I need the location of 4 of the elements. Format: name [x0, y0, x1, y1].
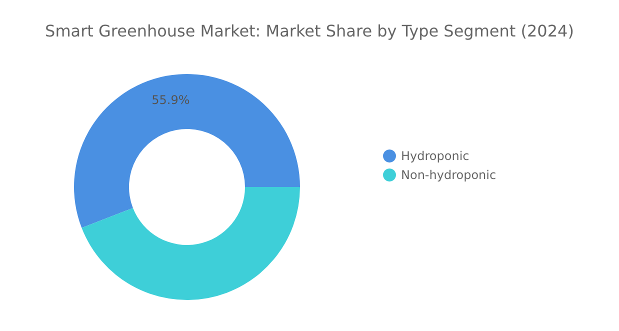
legend-label: Non-hydroponic: [401, 168, 496, 182]
legend-label: Hydroponic: [401, 149, 470, 163]
chart-title: Smart Greenhouse Market: Market Share by Type Segment (2024): [45, 22, 574, 40]
data-label: 55.9%: [152, 93, 190, 108]
